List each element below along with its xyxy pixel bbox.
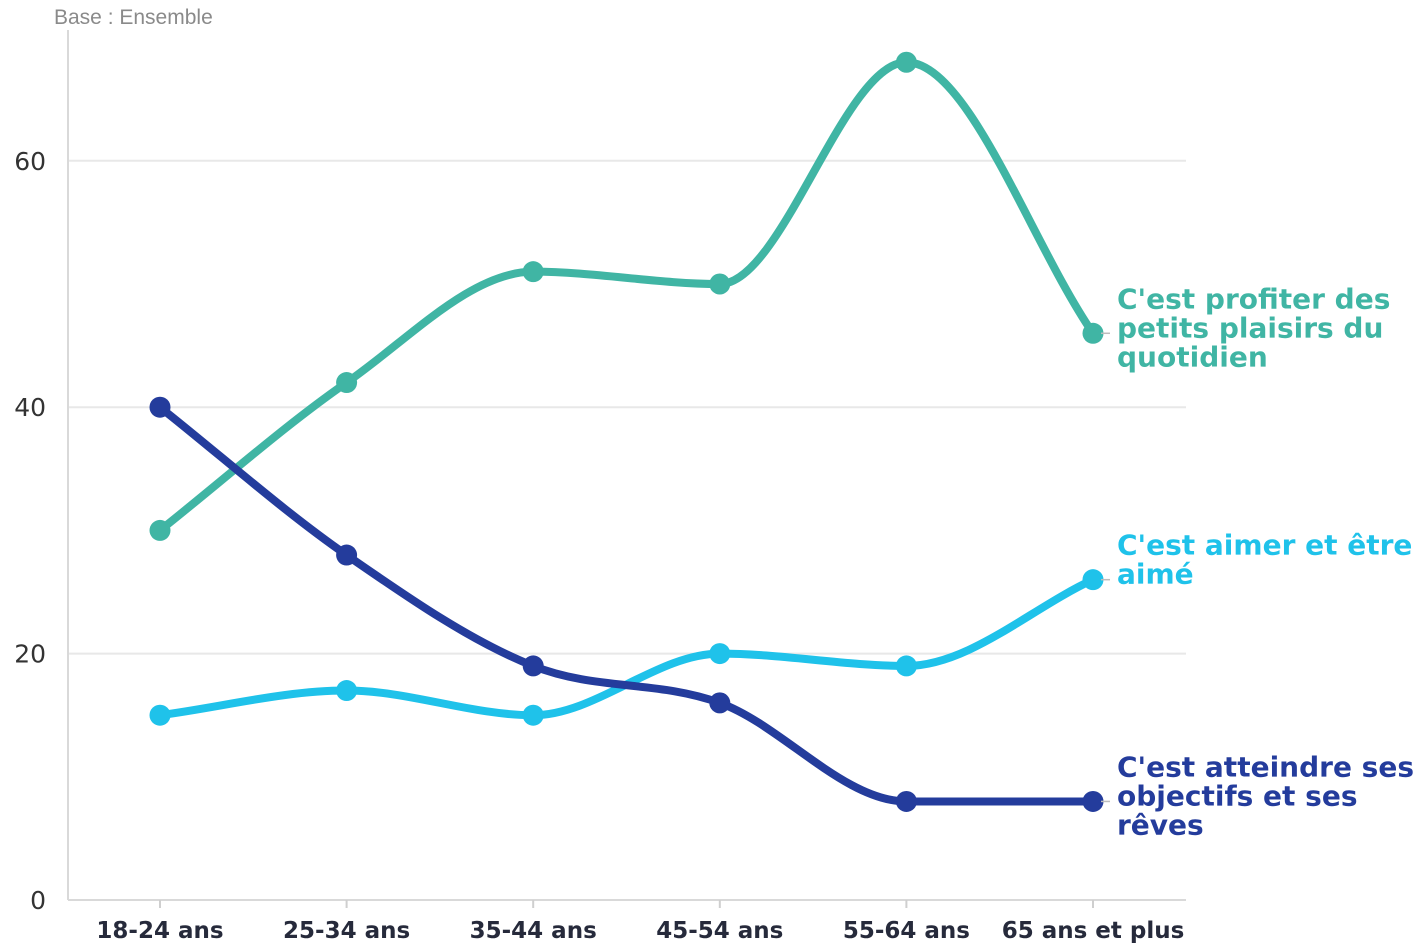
data-point xyxy=(336,372,358,394)
series-label: objectifs et ses xyxy=(1117,779,1358,812)
grid-lines xyxy=(68,159,1186,655)
x-tick-label: 18-24 ans xyxy=(96,918,223,944)
data-point xyxy=(709,273,731,295)
data-point xyxy=(1082,569,1104,591)
data-point xyxy=(522,655,544,677)
series-lines xyxy=(156,58,1097,806)
y-tick-label: 60 xyxy=(14,147,46,176)
data-point xyxy=(149,396,171,418)
x-tick-label: 25-34 ans xyxy=(283,918,410,944)
x-tick-label: 35-44 ans xyxy=(470,918,597,944)
series-line xyxy=(156,403,1097,806)
y-tick-label: 0 xyxy=(30,886,46,915)
data-point xyxy=(149,519,171,541)
series-label: C'est aimer et être xyxy=(1117,529,1412,562)
x-tick-label: 65 ans et plus xyxy=(1002,918,1185,944)
base-note: Base : Ensemble xyxy=(54,6,213,29)
y-tick-label: 40 xyxy=(14,393,46,422)
x-axis: 18-24 ans 25-34 ans 35-44 ans 45-54 ans 55-6… xyxy=(68,899,1186,944)
data-point xyxy=(149,704,171,726)
series-line xyxy=(156,58,1097,535)
data-point xyxy=(709,692,731,714)
series-label: rêves xyxy=(1117,808,1204,841)
data-point xyxy=(1082,790,1104,812)
data-point xyxy=(522,704,544,726)
data-point xyxy=(336,680,358,702)
series-label: C'est profiter des xyxy=(1117,282,1390,315)
data-point xyxy=(522,261,544,283)
y-tick-label: 20 xyxy=(14,640,46,669)
series-line xyxy=(156,575,1097,720)
data-point xyxy=(1082,322,1104,344)
data-point xyxy=(895,655,917,677)
data-point xyxy=(895,51,917,73)
x-tick-label: 45-54 ans xyxy=(656,918,783,944)
data-point xyxy=(709,643,731,665)
series-label: quotidien xyxy=(1117,340,1268,373)
series-label: C'est atteindre ses xyxy=(1117,750,1414,783)
x-tick-label: 55-64 ans xyxy=(843,918,970,944)
series-label: petits plaisirs du xyxy=(1117,311,1383,344)
data-point xyxy=(895,790,917,812)
y-axis: 0 20 40 60 xyxy=(14,30,69,915)
series-points xyxy=(149,51,1104,812)
data-point xyxy=(336,544,358,566)
series-label: aimé xyxy=(1117,558,1194,591)
